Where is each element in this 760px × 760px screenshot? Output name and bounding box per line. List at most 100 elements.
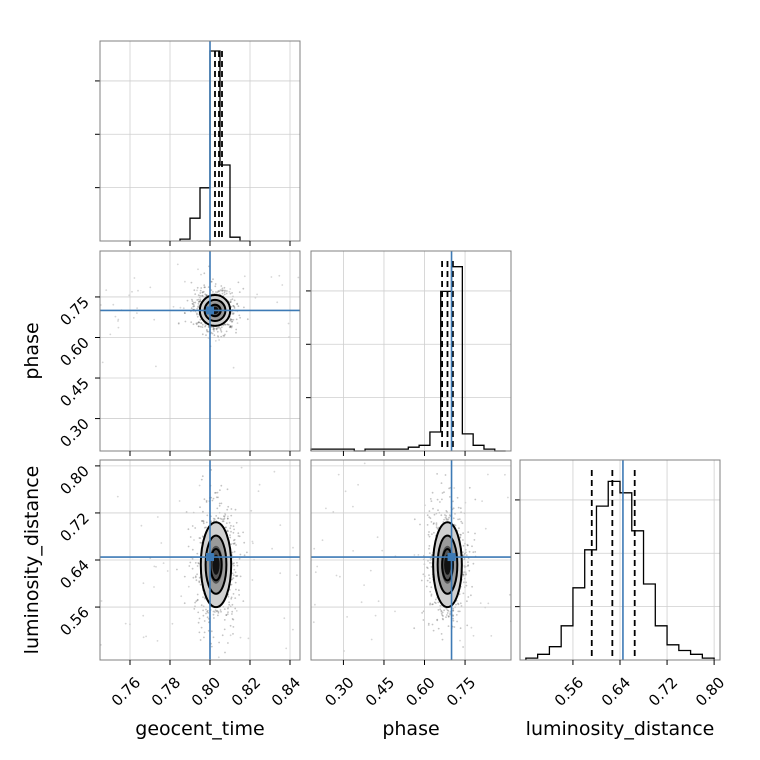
sample-point (227, 607, 229, 610)
sample-point (191, 567, 194, 570)
sample-point (197, 305, 200, 308)
sample-point (427, 624, 430, 626)
sample-point (233, 528, 236, 531)
sample-point (455, 614, 458, 616)
sample-point (206, 616, 209, 619)
sample-point (463, 581, 465, 584)
sample-point (444, 514, 446, 516)
frames-layer (95, 40, 721, 665)
sample-point (446, 519, 449, 521)
sample-point (346, 616, 348, 618)
sample-point (434, 598, 437, 601)
sample-point (231, 610, 234, 613)
sample-point (155, 365, 157, 368)
sample-point (429, 517, 432, 520)
sample-point (156, 516, 159, 518)
sample-point (220, 329, 222, 331)
sample-point (235, 331, 237, 334)
sample-point (442, 615, 444, 617)
panel-frame (99, 250, 301, 452)
sample-point (212, 328, 215, 331)
tick-label-phase: 0.45 (362, 674, 398, 710)
sample-point (218, 502, 221, 505)
sample-point (226, 529, 229, 532)
sample-point (196, 307, 199, 310)
sample-point (481, 500, 483, 502)
sample-point (429, 562, 431, 564)
sample-point (421, 612, 423, 614)
sample-point (426, 514, 429, 517)
sample-point (210, 280, 213, 283)
sample-point (446, 609, 449, 611)
sample-point (470, 626, 473, 629)
tick-label-luminosity_distance: 0.64 (56, 556, 92, 592)
sample-point (468, 486, 471, 489)
sample-point (231, 311, 233, 313)
sample-point (185, 511, 188, 513)
sample-point (292, 546, 294, 549)
sample-point (296, 574, 298, 577)
sample-point (193, 305, 196, 308)
sample-point (455, 603, 457, 606)
sample-point (217, 517, 220, 520)
sample-point (430, 593, 433, 596)
sample-point (237, 281, 240, 284)
sample-point (441, 498, 443, 501)
sample-point (224, 333, 226, 336)
sample-point (215, 291, 217, 293)
sample-point (186, 299, 189, 302)
sample-point (232, 539, 235, 542)
tick-label-phase: 0.60 (56, 334, 92, 370)
tick-label-geocent_time: 0.76 (108, 674, 144, 710)
sample-point (233, 564, 235, 567)
sample-point (183, 312, 186, 314)
sample-point (195, 600, 198, 603)
sample-point (153, 565, 156, 568)
sample-point (212, 291, 214, 293)
sample-point (205, 499, 208, 502)
sample-point (462, 646, 464, 648)
sample-point (205, 501, 208, 503)
sample-point (370, 638, 373, 641)
sample-point (432, 523, 435, 525)
sample-point (233, 299, 236, 302)
sample-point (276, 301, 279, 304)
sample-point (230, 320, 233, 323)
sample-point (207, 629, 210, 632)
sample-point (432, 629, 435, 632)
sample-point (188, 565, 191, 567)
sample-point (201, 475, 204, 478)
sample-point (202, 522, 205, 525)
sample-point (222, 520, 225, 523)
panel-frame (310, 459, 512, 661)
sample-point (201, 291, 204, 294)
sample-point (447, 615, 450, 618)
sample-point (215, 515, 218, 517)
sample-point (207, 326, 210, 328)
sample-point (441, 492, 444, 494)
sample-point (228, 603, 231, 606)
sample-point (199, 541, 202, 544)
density-fill (212, 554, 220, 575)
sample-point (446, 511, 448, 513)
sample-point (254, 296, 257, 299)
sample-point (221, 289, 224, 292)
sample-point (216, 291, 219, 294)
sample-point (229, 325, 232, 328)
sample-point (222, 518, 225, 521)
sample-point (449, 612, 452, 615)
sample-point (426, 566, 428, 569)
sample-point (201, 323, 204, 326)
sample-point (229, 326, 232, 328)
sample-point (199, 537, 202, 539)
tick-label-geocent_time: 0.80 (188, 674, 224, 710)
sample-point (196, 299, 199, 301)
sample-point (457, 518, 459, 521)
sample-point (203, 498, 206, 501)
sample-point (101, 361, 104, 364)
sample-point (190, 281, 193, 284)
sample-point (200, 478, 203, 481)
sample-point (229, 624, 232, 627)
sample-point (199, 289, 202, 292)
sample-point (430, 586, 433, 589)
